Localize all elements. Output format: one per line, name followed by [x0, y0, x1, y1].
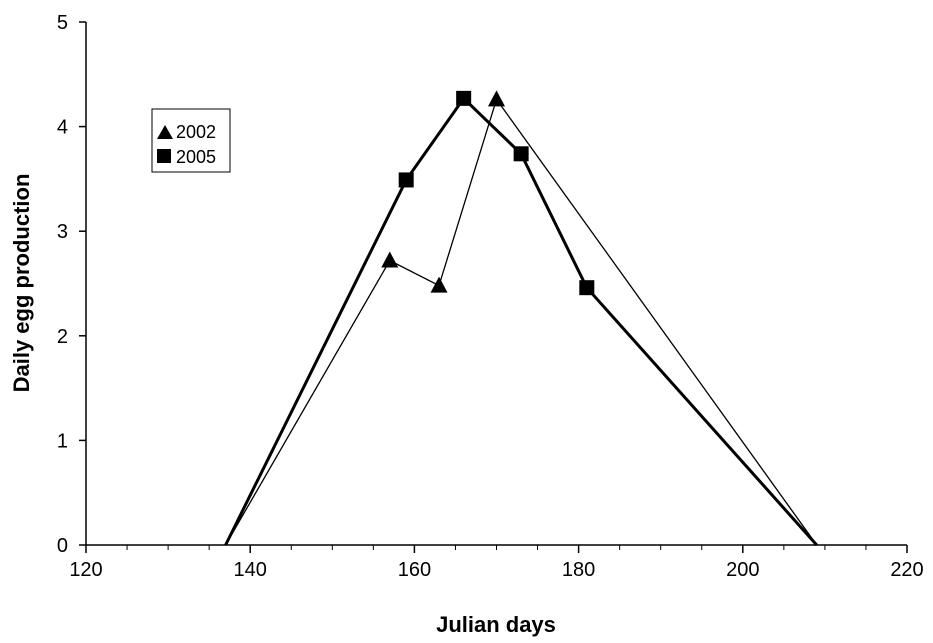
x-axis-title: Julian days: [436, 612, 556, 637]
series-line-2005: [224, 96, 818, 546]
x-tick-label: 200: [726, 559, 759, 581]
y-ticks: 0 1 2 3 4 5: [57, 12, 86, 557]
x-tick-label: 120: [69, 559, 102, 581]
data-point-2005: [456, 90, 472, 106]
data-point-2005: [579, 280, 595, 296]
legend-label-2002: 2002: [176, 122, 216, 142]
legend-marker-2002-triangle-icon: [157, 125, 173, 139]
data-point-2002: [381, 251, 399, 268]
y-tick-label: 5: [57, 12, 68, 34]
x-tick-label: 220: [890, 559, 923, 581]
y-tick-label: 1: [57, 430, 68, 452]
x-tick-label: 160: [398, 559, 431, 581]
y-axis-title: Daily egg production: [9, 174, 34, 393]
legend-marker-2005-square-icon: [157, 149, 171, 163]
data-point-2005: [398, 172, 414, 188]
x-tick-label: 140: [234, 559, 267, 581]
x-ticks: 120 140 160 180 200 220: [69, 545, 924, 581]
x-tick-label: 180: [562, 559, 595, 581]
y-tick-label: 0: [57, 535, 68, 557]
series-line-2002: [225, 97, 818, 546]
data-point-2005: [513, 146, 529, 162]
data-point-2002: [488, 90, 505, 107]
y-tick-label: 2: [57, 326, 68, 348]
y-tick-label: 4: [57, 117, 68, 139]
series-layer: [224, 90, 818, 546]
legend: 2002 2005: [151, 108, 231, 173]
legend-label-2005: 2005: [176, 147, 216, 167]
y-tick-label: 3: [57, 221, 68, 243]
data-point-2002: [430, 276, 448, 293]
